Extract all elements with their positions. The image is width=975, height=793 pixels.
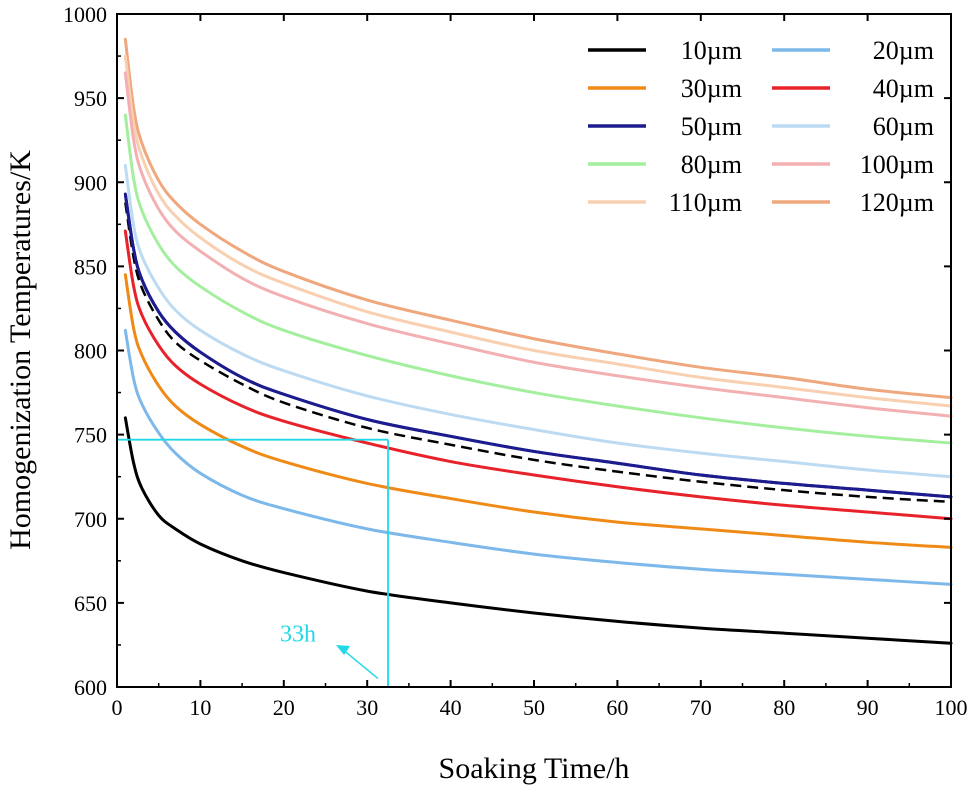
legend-label: 30µm <box>681 74 742 103</box>
annotation-label: 33h <box>280 622 316 648</box>
legend-label: 100µm <box>860 150 934 179</box>
y-tick-label: 600 <box>74 675 107 700</box>
legend: 10µm 20µm 30µm 40µm 50µm 60µm 80µm 100µm 110µm 12… <box>588 36 934 217</box>
y-axis-title: Homogenization Temperatures/K <box>4 150 37 550</box>
series-line-80µm <box>123 113 953 445</box>
y-tick-label: 800 <box>74 339 107 364</box>
series-layer <box>123 37 953 645</box>
legend-label: 120µm <box>860 188 934 217</box>
legend-label: 60µm <box>873 112 934 141</box>
x-tick-label: 40 <box>440 695 462 720</box>
x-tick-label: 20 <box>273 695 295 720</box>
x-tick-label: 30 <box>356 695 378 720</box>
series-line-110µm <box>123 54 953 408</box>
series-line-60µm <box>123 163 953 479</box>
series-line-overlay <box>123 193 952 499</box>
y-tick-label: 750 <box>74 423 107 448</box>
y-tick-label: 850 <box>74 254 107 279</box>
x-tick-label: 50 <box>523 695 545 720</box>
annotation-arrow-shaft <box>341 648 379 680</box>
x-tick-label: 60 <box>606 695 628 720</box>
axes-layer: 0 10 20 30 40 50 60 70 80 90 100 600 650 700 750 800 850… <box>63 2 968 720</box>
x-tick-label: 10 <box>189 695 211 720</box>
x-tick-label: 100 <box>935 695 968 720</box>
series-line-100µm <box>123 71 953 418</box>
y-tick-label: 650 <box>74 591 107 616</box>
series-line-120µm <box>123 37 953 400</box>
y-tick-label: 950 <box>74 86 107 111</box>
series-line-20µm <box>123 328 953 586</box>
x-tick-label: 80 <box>773 695 795 720</box>
legend-label: 50µm <box>681 112 742 141</box>
legend-label: 80µm <box>681 150 742 179</box>
y-tick-label: 1000 <box>63 2 107 27</box>
annotation-arrow-head <box>336 644 351 655</box>
y-tick-label: 700 <box>74 507 107 532</box>
series-line-10µm <box>123 416 953 645</box>
series-line-40µm <box>123 229 953 521</box>
x-tick-label: 70 <box>690 695 712 720</box>
x-tick-label: 0 <box>112 695 123 720</box>
dashed-reference-line <box>124 202 952 504</box>
legend-label: 110µm <box>669 188 742 217</box>
annotation-layer: 33h <box>117 438 389 687</box>
y-tick-label: 900 <box>74 170 107 195</box>
legend-label: 10µm <box>681 36 742 65</box>
x-tick-label: 90 <box>857 695 879 720</box>
legend-label: 40µm <box>873 74 934 103</box>
x-axis-title: Soaking Time/h <box>439 752 630 785</box>
series-line-30µm <box>123 273 953 549</box>
legend-label: 20µm <box>873 36 934 65</box>
